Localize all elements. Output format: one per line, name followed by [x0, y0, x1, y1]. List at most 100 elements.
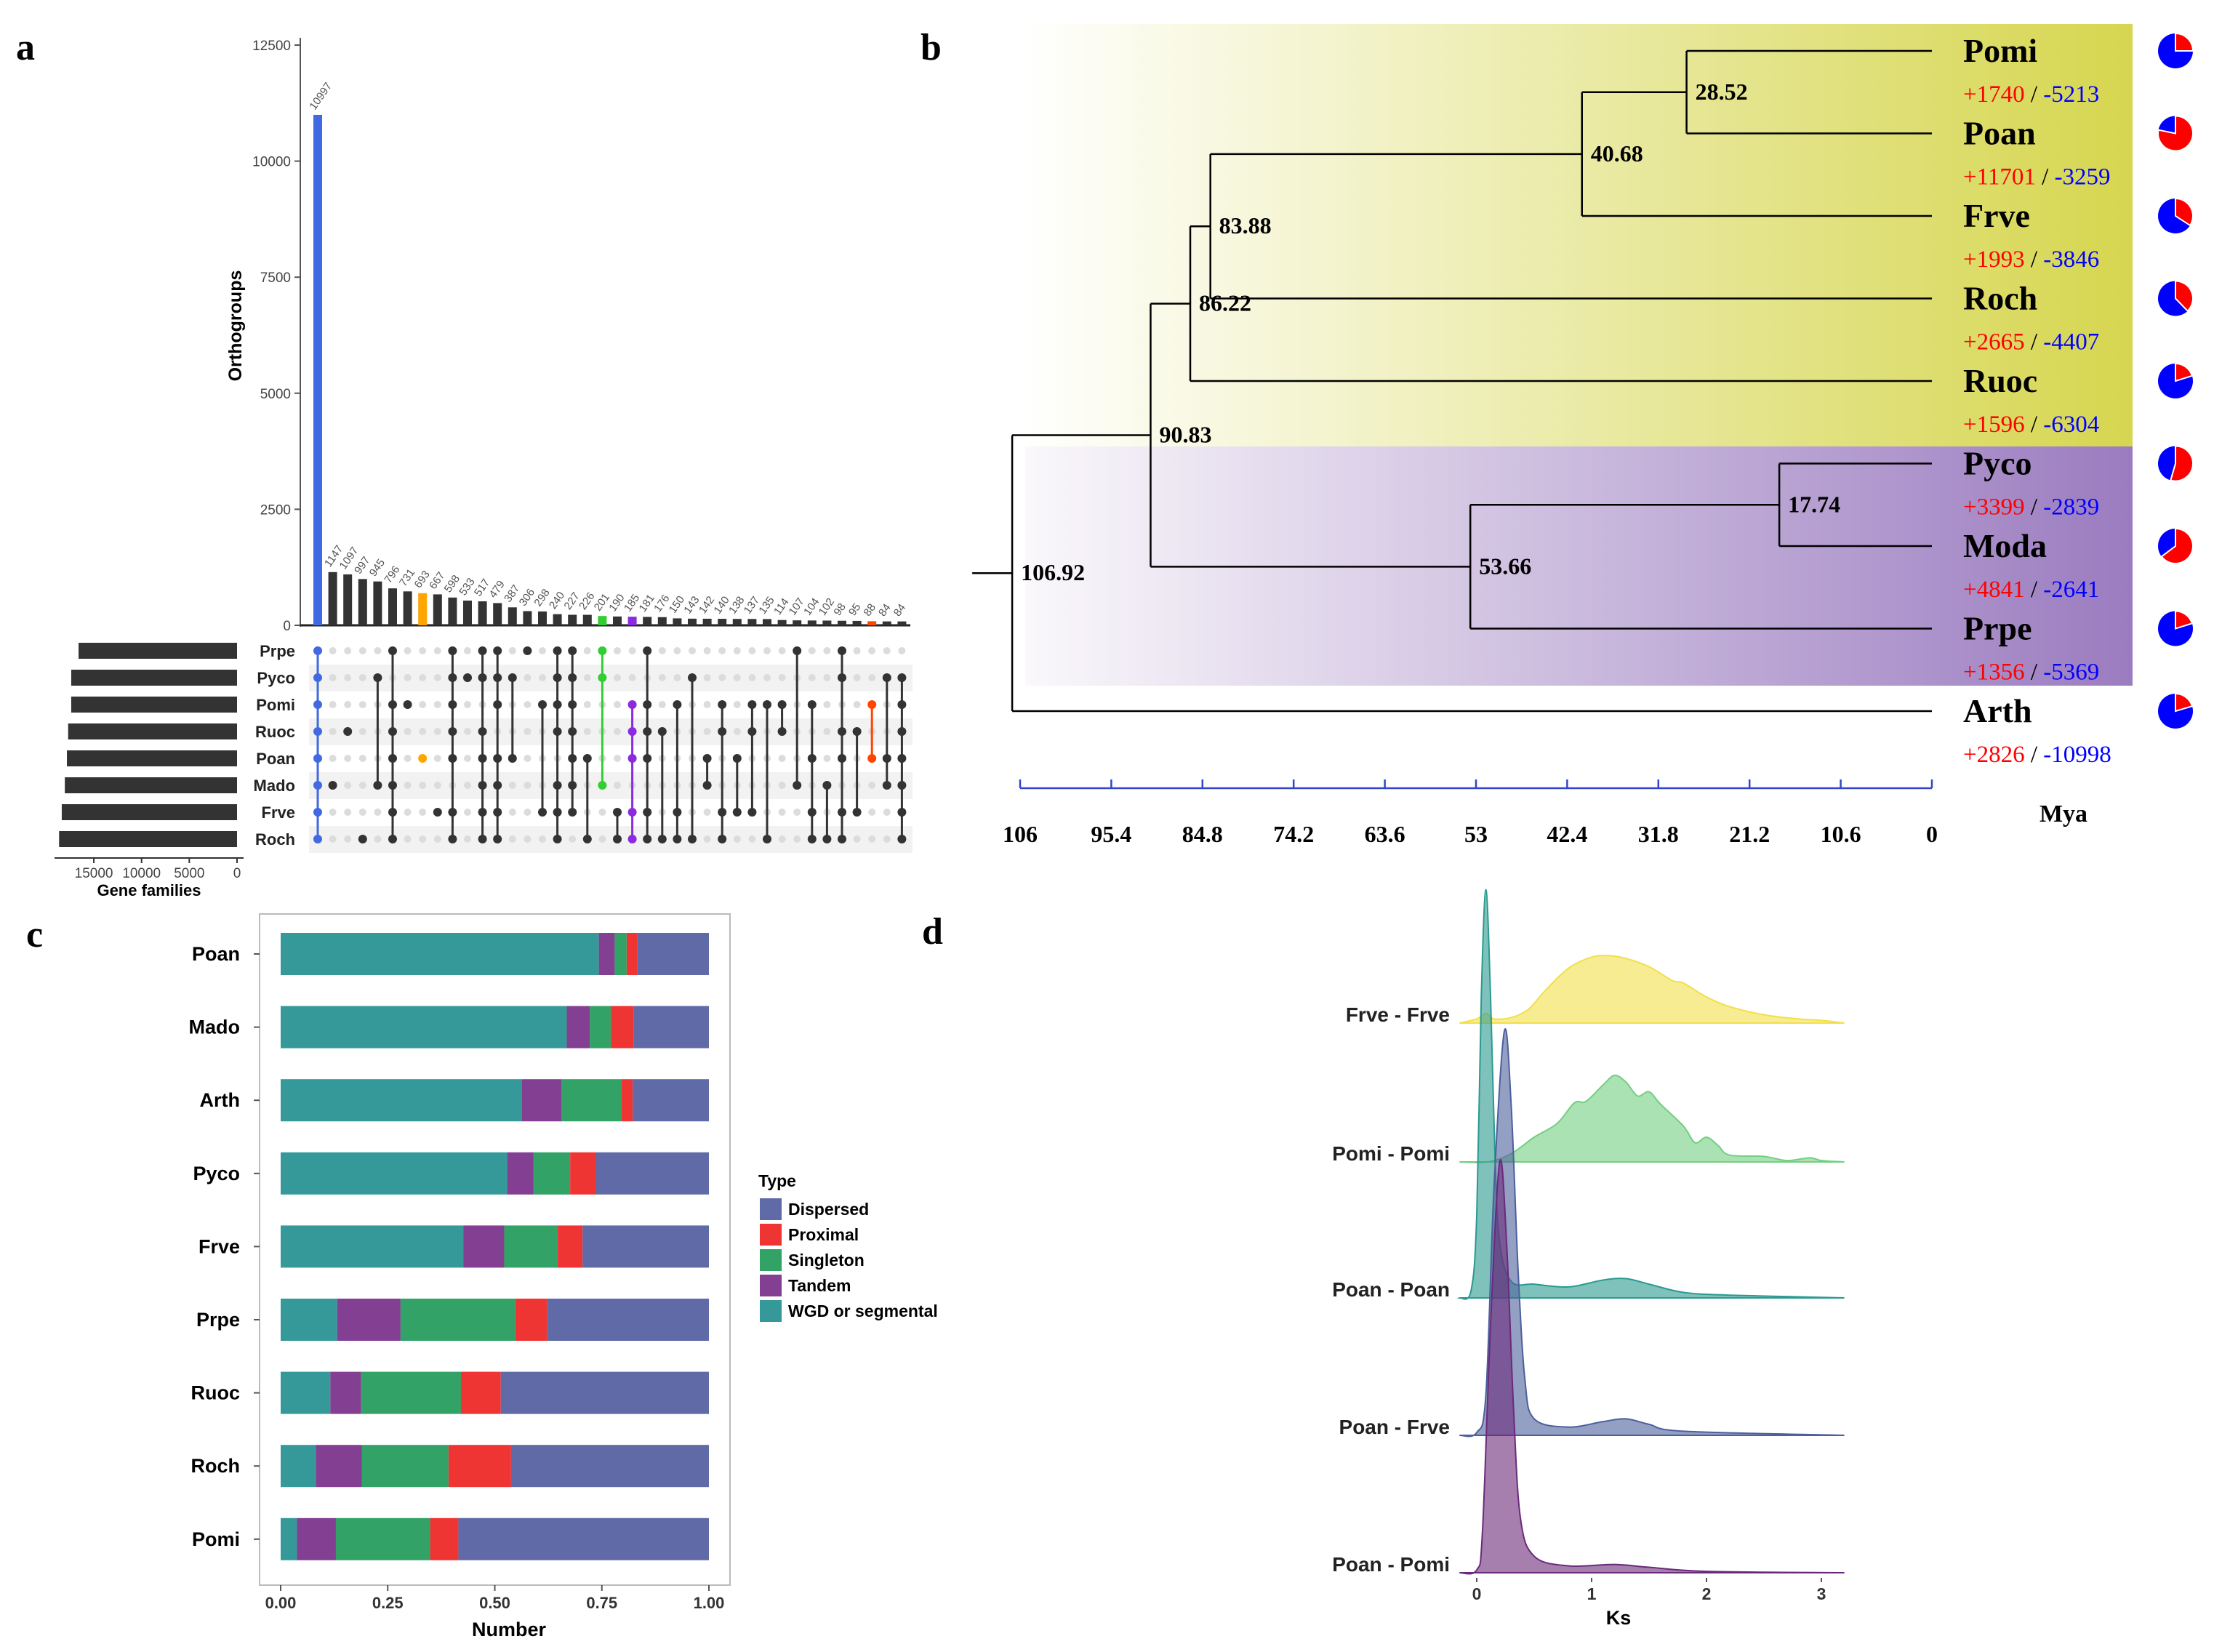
intersection-bar — [508, 607, 517, 625]
gene-family-gain: +2665 — [1963, 329, 2025, 356]
matrix-dot-inactive — [358, 674, 366, 681]
matrix-dot-inactive — [524, 674, 532, 681]
matrix-dot-active — [553, 835, 562, 843]
matrix-dot-inactive — [358, 701, 366, 708]
matrix-dot-inactive — [733, 835, 741, 843]
matrix-dot-inactive — [433, 701, 441, 708]
matrix-dot-inactive — [344, 701, 352, 708]
stacked-bar-segment — [281, 1006, 567, 1048]
matrix-dot-active — [582, 835, 592, 843]
matrix-dot-active — [568, 727, 577, 736]
stacked-bar-segment — [590, 1006, 611, 1048]
gain-loss-label: +1596 / -6304 — [1963, 412, 2099, 438]
matrix-dot-active — [897, 754, 907, 763]
time-axis-tick-label: 63.6 — [1365, 821, 1405, 847]
gene-family-gain: +2826 — [1963, 742, 2025, 768]
matrix-dot-active — [448, 754, 457, 763]
matrix-dot-active — [882, 673, 891, 682]
category-label: Poan — [192, 943, 240, 965]
matrix-dot-inactive — [329, 674, 337, 681]
set-label: Pyco — [257, 669, 295, 687]
gain-loss-label: +3399 / -2839 — [1963, 494, 2099, 521]
x-tick-label: 3 — [1817, 1584, 1826, 1603]
matrix-dot-active — [867, 700, 877, 709]
intersection-bar — [867, 621, 877, 625]
matrix-dot-active — [718, 700, 727, 709]
time-axis-tick-label: 74.2 — [1273, 821, 1314, 847]
matrix-dot-active — [388, 835, 397, 843]
intersection-bar — [673, 618, 682, 625]
node-age-label: 17.74 — [1788, 491, 1840, 517]
intersection-bar — [313, 114, 322, 625]
matrix-dot-active — [388, 646, 397, 655]
matrix-dot-active — [838, 727, 846, 736]
upset-plot: 0 2500 5000 7500 10000 12500 Orthogroups 10997 1… — [55, 38, 913, 899]
set-size-bar — [67, 750, 237, 766]
matrix-dot-active — [448, 727, 457, 736]
matrix-dot-active — [568, 673, 577, 682]
legend-label: WGD or segmental — [788, 1302, 938, 1320]
matrix-dot-active — [793, 781, 802, 790]
matrix-dot-inactive — [614, 755, 621, 762]
node-age-label: 83.88 — [1219, 212, 1272, 238]
matrix-dot-inactive — [853, 647, 861, 654]
matrix-dot-inactive — [673, 647, 681, 654]
matrix-dot-inactive — [614, 674, 621, 681]
matrix-dot-active — [598, 673, 607, 682]
stacked-bar-segment — [510, 1445, 709, 1488]
tip-label: Pyco — [1963, 445, 2032, 482]
matrix-dot-active — [897, 727, 907, 736]
set-size-bar — [79, 643, 238, 659]
pie-gain-slice — [2175, 610, 2194, 630]
legend-label: Dispersed — [788, 1200, 869, 1219]
matrix-dot-inactive — [358, 782, 366, 789]
gene-family-loss: -5213 — [2043, 81, 2099, 108]
matrix-dot-active — [388, 727, 397, 736]
matrix-dot-active — [598, 781, 607, 790]
matrix-dot-inactive — [433, 782, 441, 789]
set-label: Ruoc — [255, 723, 295, 741]
matrix-dot-active — [627, 835, 637, 843]
intersection-bar — [598, 616, 607, 625]
matrix-dot-active — [313, 808, 322, 817]
matrix-dot-inactive — [853, 835, 861, 843]
intersection-bar — [807, 620, 817, 625]
density-ridge — [1459, 955, 1845, 1024]
intersection-bar — [433, 594, 442, 625]
matrix-dot-active — [897, 808, 907, 817]
density-ridge — [1459, 1074, 1845, 1163]
pie-gain-slice — [2175, 197, 2194, 227]
separator: / — [2025, 659, 2044, 686]
x-tick-label: 0.75 — [586, 1594, 617, 1612]
category-label: Mado — [189, 1017, 241, 1038]
node-age-label: 40.68 — [1591, 140, 1643, 167]
matrix-dot-active — [553, 646, 562, 655]
matrix-dot-inactive — [763, 647, 771, 654]
matrix-dot-inactive — [433, 835, 441, 843]
gene-family-loss: -3846 — [2043, 246, 2099, 273]
matrix-dot-inactive — [598, 809, 606, 816]
stacked-bar-segment — [458, 1517, 709, 1560]
legend-swatch — [760, 1198, 782, 1220]
matrix-dot-active — [613, 808, 622, 817]
intersection-bar — [343, 574, 353, 625]
matrix-dot-active — [343, 727, 353, 736]
matrix-dot-active — [882, 781, 891, 790]
matrix-dot-inactive — [329, 809, 337, 816]
stacked-bar-segment — [297, 1517, 336, 1560]
matrix-dot-inactive — [793, 835, 801, 843]
matrix-dot-inactive — [433, 728, 441, 735]
matrix-dot-inactive — [703, 647, 711, 654]
bar-value-label: 84 — [891, 602, 908, 619]
intersection-bar — [448, 597, 457, 625]
matrix-dot-inactive — [733, 674, 741, 681]
matrix-dot-active — [822, 835, 832, 843]
intersection-bar — [568, 614, 577, 625]
gene-family-loss: -2641 — [2043, 577, 2099, 603]
matrix-dot-active — [598, 646, 607, 655]
time-axis-tick-label: 84.8 — [1182, 821, 1223, 847]
stacked-bar-segment — [337, 1299, 401, 1341]
matrix-dot-active — [838, 754, 846, 763]
gene-family-loss: -3259 — [2055, 164, 2111, 191]
stacked-bar-segment — [558, 1225, 583, 1268]
